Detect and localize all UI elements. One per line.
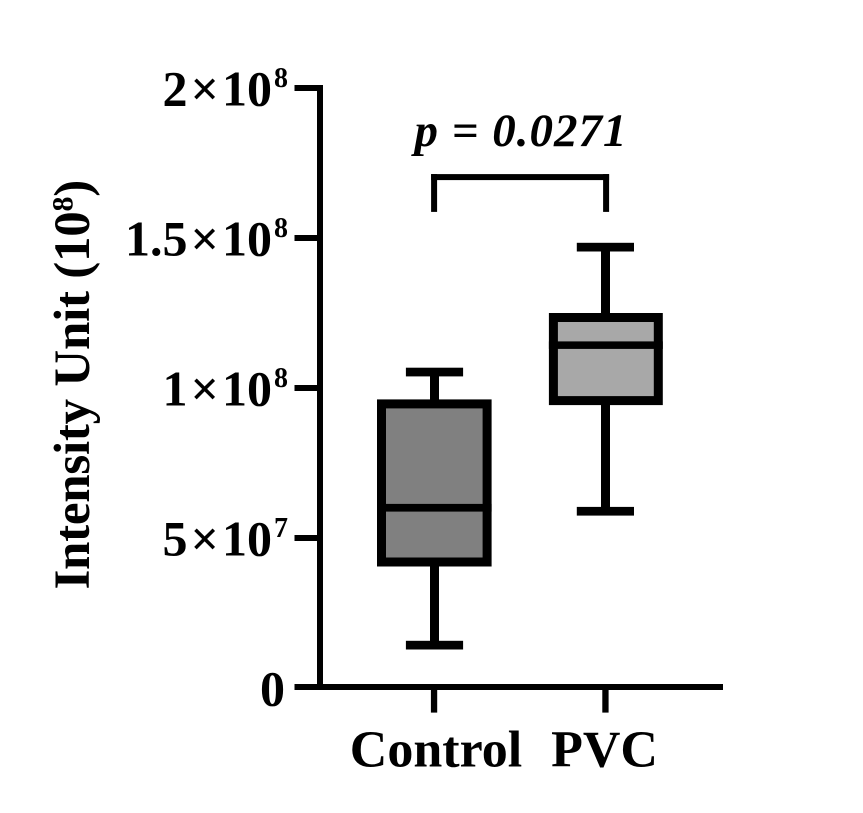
svg-text:0: 0: [260, 661, 285, 717]
svg-text:5×107: 5×107: [163, 511, 289, 567]
svg-text:1×108: 1×108: [163, 361, 289, 417]
svg-text:2×108: 2×108: [163, 61, 289, 117]
svg-text:PVC: PVC: [551, 721, 658, 778]
svg-text:1.5×108: 1.5×108: [125, 211, 288, 267]
svg-text:Intensity Unit (108): Intensity Unit (108): [45, 180, 101, 590]
svg-text:p = 0.0271: p = 0.0271: [410, 105, 627, 157]
svg-text:Control: Control: [350, 721, 522, 778]
